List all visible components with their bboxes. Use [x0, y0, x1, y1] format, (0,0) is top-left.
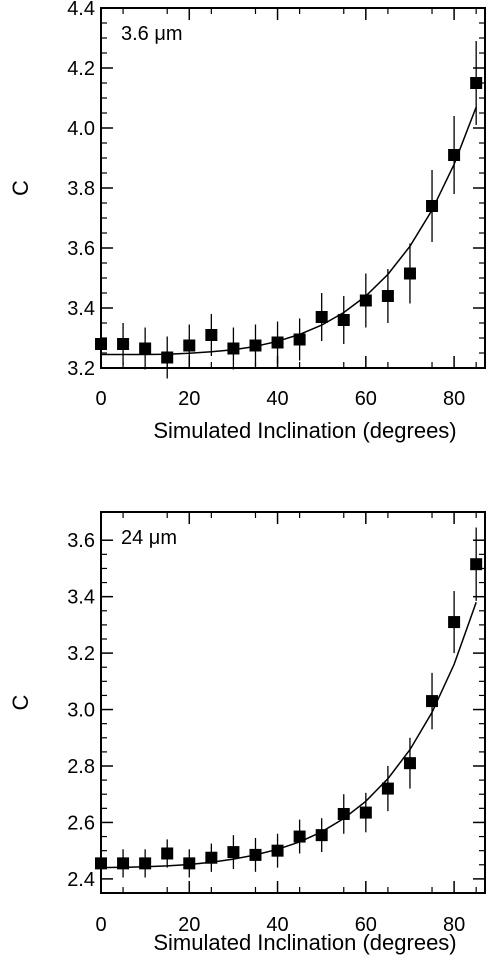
x-tick-label: 60 [355, 914, 377, 936]
data-point [381, 290, 394, 302]
data-point [117, 857, 130, 870]
data-point [205, 851, 218, 864]
data-point [470, 558, 483, 571]
x-tick-label: 20 [178, 914, 200, 936]
data-point [359, 294, 372, 307]
data-point [183, 857, 196, 870]
data-point [227, 846, 240, 859]
y-tick-label: 3.4 [67, 298, 95, 320]
data-point [381, 782, 394, 795]
data-point [117, 338, 130, 350]
data-point [271, 336, 284, 349]
data-point [139, 342, 152, 355]
data-point [426, 200, 439, 212]
y-axis-title: C [8, 694, 33, 710]
panel-24-micron: 0 20 40 60 80 2.4 2.6 2.8 3.0 3.2 3.4 3.6 24 μm Simul… [8, 511, 486, 955]
data-point [293, 333, 306, 346]
y-tick-label: 2.8 [67, 756, 95, 778]
data-point [426, 695, 439, 708]
y-tick-label: 3.8 [67, 178, 95, 200]
data-point [205, 329, 218, 341]
x-tick-label: 20 [178, 388, 200, 410]
data-point [95, 857, 107, 870]
data-point [249, 848, 262, 861]
x-tick-label: 80 [443, 388, 465, 410]
data-point [448, 616, 461, 629]
y-tick-label: 3.4 [67, 587, 95, 609]
data-point [403, 267, 416, 280]
data-point [227, 342, 240, 355]
data-point [271, 844, 284, 857]
x-tick-label: 0 [95, 914, 106, 936]
fit-curve [100, 602, 477, 869]
x-tick-label: 80 [443, 914, 465, 936]
x-axis-title: Simulated Inclination (degrees) [153, 930, 456, 955]
x-tick-label: 60 [355, 388, 377, 410]
x-tick-label: 40 [266, 914, 288, 936]
data-point [337, 314, 350, 326]
y-axis-title: C [8, 180, 33, 196]
data-point [448, 149, 461, 161]
data-point [470, 77, 483, 89]
y-tick-label: 3.0 [67, 700, 95, 722]
panel-3p6-micron: 0 20 40 60 80 3.2 3.4 3.6 3.8 4.0 4.2 4.4 3.6 μm Simu… [8, 0, 486, 443]
data-point [139, 857, 152, 870]
data-point [161, 351, 174, 364]
plot-frame [100, 511, 486, 894]
y-tick-label: 3.6 [67, 530, 95, 552]
y-tick-label: 3.2 [67, 358, 95, 380]
y-tick-label: 3.6 [67, 238, 95, 260]
panel-label: 24 μm [121, 527, 177, 549]
x-tick-label: 40 [266, 388, 288, 410]
x-tick-label: 0 [95, 388, 106, 410]
y-tick-label: 2.6 [67, 812, 95, 834]
data-point [293, 830, 306, 843]
data-point [403, 757, 416, 770]
panel-label: 3.6 μm [121, 23, 183, 45]
y-tick-label: 4.4 [67, 0, 95, 20]
fit-curve [101, 106, 477, 356]
data-point [249, 339, 262, 352]
y-tick-label: 4.0 [67, 118, 95, 140]
data-point [95, 338, 107, 350]
data-point [359, 806, 372, 819]
x-axis-title: Simulated Inclination (degrees) [153, 418, 456, 443]
plot-frame [100, 7, 486, 369]
y-tick-label: 4.2 [67, 58, 95, 80]
data-point [315, 829, 328, 842]
data-point [315, 311, 328, 323]
data-point [161, 847, 174, 860]
y-tick-label: 3.2 [67, 643, 95, 665]
data-point [183, 339, 196, 352]
data-point [337, 807, 350, 820]
y-tick-label: 2.4 [67, 869, 95, 891]
